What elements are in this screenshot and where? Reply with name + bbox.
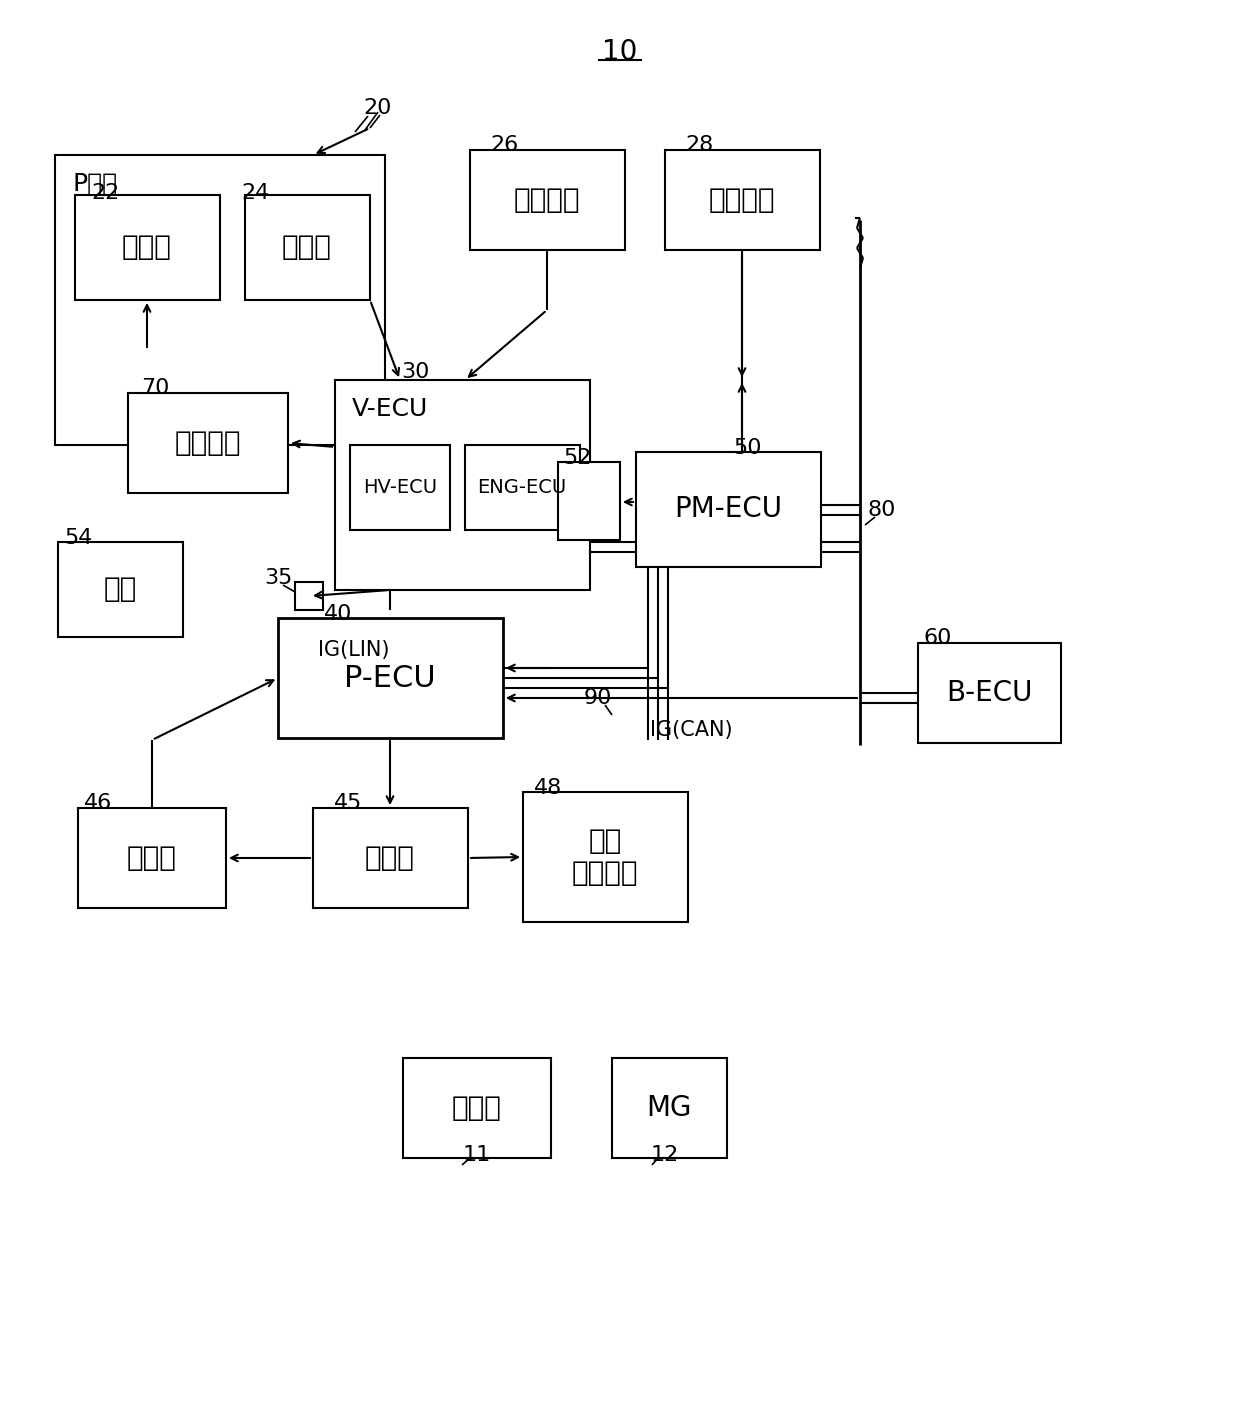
Text: P-ECU: P-ECU [345,664,435,692]
Text: 46: 46 [84,793,112,813]
Bar [470,150,625,249]
Text: 11: 11 [463,1145,491,1166]
Text: 28: 28 [686,134,714,156]
Bar [350,446,450,530]
Bar [918,643,1061,743]
Text: 20: 20 [363,98,392,118]
Bar [636,453,821,567]
Text: 档位
切换机构: 档位 切换机构 [572,827,639,887]
Text: 54: 54 [63,528,92,548]
Bar [128,394,288,493]
Text: 起动开关: 起动开关 [709,186,775,214]
Text: 12: 12 [651,1145,680,1166]
Text: 24: 24 [241,184,269,203]
Text: 电源: 电源 [103,574,136,602]
Bar [335,380,590,590]
Bar [403,1058,551,1159]
Text: 48: 48 [534,778,562,799]
Text: 45: 45 [334,793,362,813]
Text: 致动器: 致动器 [365,843,415,871]
Text: B-ECU: B-ECU [946,679,1032,708]
Text: 换挡开关: 换挡开关 [513,186,580,214]
Bar [523,792,688,922]
Text: PM-ECU: PM-ECU [675,495,782,523]
Bar [74,195,219,300]
Bar [295,581,322,609]
Text: HV-ECU: HV-ECU [363,478,436,496]
Text: 52: 52 [564,448,593,468]
Text: 50: 50 [734,439,763,458]
Text: 40: 40 [324,604,352,623]
Text: 输入部: 输入部 [281,233,332,261]
Text: P开关: P开关 [72,172,117,196]
Text: 发动机: 发动机 [453,1094,502,1122]
Bar [58,542,184,637]
Text: ENG-ECU: ENG-ECU [477,478,567,496]
Bar [55,156,384,446]
Text: 30: 30 [401,361,429,382]
Bar [278,618,503,738]
Text: 指示器: 指示器 [122,233,172,261]
Text: 编码器: 编码器 [126,843,177,871]
Text: IG(LIN): IG(LIN) [319,640,391,660]
Text: 驱动机构: 驱动机构 [175,429,242,457]
Text: 90: 90 [584,688,613,708]
Bar [558,462,620,539]
Text: 10: 10 [603,38,637,66]
Text: V-ECU: V-ECU [352,396,428,420]
Bar [665,150,820,249]
Bar [78,808,226,908]
Bar [246,195,370,300]
Text: 60: 60 [924,628,952,649]
Bar [465,446,580,530]
Text: 80: 80 [868,500,897,520]
Text: MG: MG [646,1094,692,1122]
Text: 35: 35 [264,567,293,588]
Bar [312,808,467,908]
Bar [613,1058,727,1159]
Text: 26: 26 [491,134,520,156]
Text: IG(CAN): IG(CAN) [650,720,733,740]
Text: 70: 70 [141,378,169,398]
Text: 22: 22 [91,184,119,203]
